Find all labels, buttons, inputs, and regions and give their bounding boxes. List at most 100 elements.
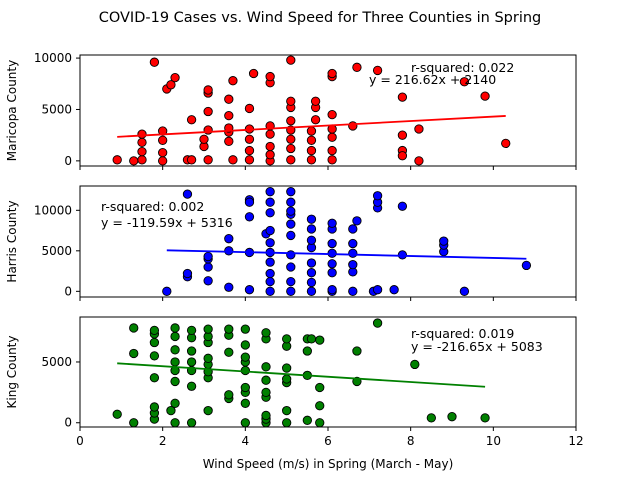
data-point <box>397 92 408 102</box>
data-point <box>240 418 250 428</box>
data-point <box>327 109 337 120</box>
data-point <box>397 130 408 140</box>
data-point <box>282 374 292 384</box>
data-point <box>158 135 168 145</box>
data-point <box>306 135 317 145</box>
data-point <box>203 405 213 416</box>
data-point <box>149 373 160 383</box>
data-point <box>170 331 180 342</box>
data-point <box>203 85 213 95</box>
data-point <box>286 262 296 272</box>
data-point <box>348 259 358 270</box>
data-point <box>306 145 317 156</box>
data-point <box>261 362 271 372</box>
data-point <box>224 282 234 292</box>
x-tick-label: 4 <box>242 434 250 448</box>
data-point <box>310 96 321 106</box>
data-point <box>265 286 275 296</box>
data-point <box>170 323 180 333</box>
data-point <box>286 187 296 197</box>
data-point <box>265 208 275 218</box>
data-point <box>327 218 337 228</box>
data-point <box>286 155 296 165</box>
r-squared-annotation: r-squared: 0.002 <box>101 199 204 214</box>
panel-harris: 0 5000 10000 Harris County r-squared: 0.002y… <box>5 185 577 301</box>
x-axis-label: Wind Speed (m/s) in Spring (March - May) <box>203 457 454 471</box>
data-point <box>306 214 317 224</box>
data-point <box>186 418 197 428</box>
data-point <box>306 286 317 296</box>
panel-king: 0 5000 0 2 4 6 8 10 12 King County r-squared: 0.01… <box>5 316 584 448</box>
data-point <box>302 415 312 425</box>
y-axis-label-king: King County <box>5 336 19 409</box>
data-point <box>203 155 213 165</box>
data-point <box>459 286 470 296</box>
data-point <box>348 121 358 131</box>
y-tick-label: 10000 <box>34 203 72 217</box>
data-point <box>327 259 337 269</box>
data-point <box>306 277 317 288</box>
data-point <box>112 409 122 419</box>
data-point <box>244 103 255 114</box>
r-squared-annotation: r-squared: 0.022 <box>411 60 514 75</box>
data-point <box>149 351 160 361</box>
data-point <box>186 346 197 356</box>
data-point <box>327 132 337 142</box>
data-point <box>170 418 180 428</box>
y-axis-label-harris: Harris County <box>5 200 19 282</box>
data-point <box>244 197 255 207</box>
data-point <box>265 238 275 248</box>
data-point <box>372 191 383 201</box>
data-point <box>203 262 213 272</box>
data-point <box>315 401 325 411</box>
data-point <box>397 151 408 161</box>
data-point <box>282 334 292 344</box>
y-tick-label: 5000 <box>41 355 72 369</box>
data-point <box>327 68 337 79</box>
y-tick-label: 0 <box>64 154 72 168</box>
data-point <box>224 234 234 244</box>
data-point <box>389 285 399 295</box>
data-point <box>137 129 147 139</box>
data-point <box>306 268 317 278</box>
x-tick-label: 10 <box>486 434 501 448</box>
regression-line <box>117 115 506 138</box>
data-point <box>265 141 275 152</box>
data-point <box>265 225 275 236</box>
data-point <box>286 230 296 241</box>
chart-title: COVID-19 Cases vs. Wind Speed for Three … <box>99 10 542 26</box>
data-point <box>348 286 358 296</box>
data-point <box>302 346 312 356</box>
y-tick-label: 0 <box>64 284 72 298</box>
data-point <box>286 286 296 296</box>
data-point <box>149 337 160 348</box>
equation-annotation: y = -119.59x + 5316 <box>101 215 233 230</box>
data-point <box>244 212 255 222</box>
data-point <box>137 137 147 148</box>
data-point <box>327 145 337 156</box>
data-point <box>372 285 383 295</box>
data-point <box>224 347 234 357</box>
data-point <box>286 134 296 144</box>
x-tick-label: 6 <box>324 434 332 448</box>
data-point <box>439 236 449 246</box>
data-point <box>186 325 197 336</box>
data-point <box>306 235 317 245</box>
data-point <box>286 250 296 260</box>
data-point <box>286 276 296 287</box>
data-point <box>203 324 213 334</box>
data-point <box>224 324 234 334</box>
data-point <box>352 346 362 356</box>
x-tick-label: 2 <box>159 434 167 448</box>
data-point <box>315 418 325 428</box>
data-point <box>282 363 292 373</box>
data-point <box>248 68 259 79</box>
data-point <box>240 340 250 350</box>
data-point <box>158 147 168 158</box>
data-point <box>286 206 296 216</box>
data-point <box>521 260 532 271</box>
data-point <box>137 155 147 165</box>
data-point <box>265 71 275 82</box>
data-point <box>228 155 238 165</box>
data-point <box>348 238 358 249</box>
